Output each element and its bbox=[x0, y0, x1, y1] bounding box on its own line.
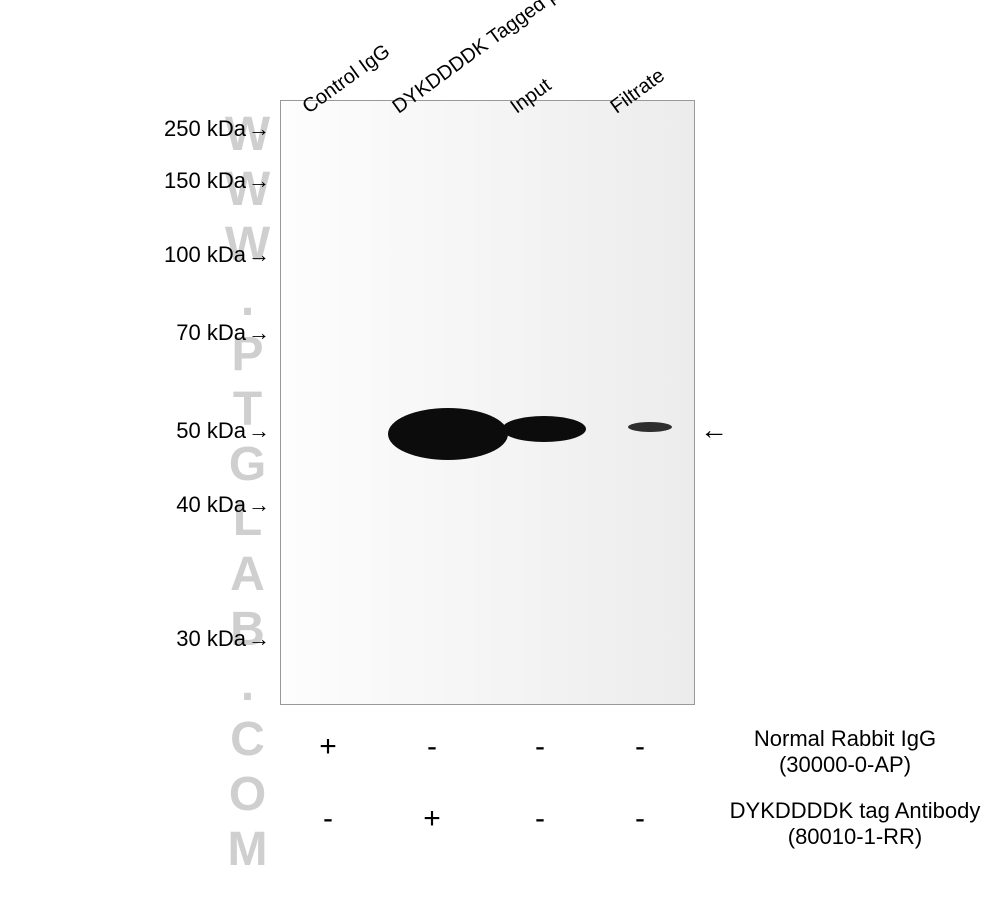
cond-r2-label-line1: DYKDDDDK tag Antibody bbox=[730, 798, 981, 823]
cond-r2-l2: + bbox=[412, 802, 452, 836]
mw-label-text: 100 kDa bbox=[164, 242, 246, 267]
cond-r1-label: Normal Rabbit IgG (30000-0-AP) bbox=[715, 726, 975, 779]
band-lane-input bbox=[502, 416, 586, 442]
cond-r2-l1: - bbox=[308, 802, 348, 836]
band-lane-dykddddk bbox=[388, 408, 508, 460]
arrow-icon: → bbox=[248, 626, 270, 652]
band-lane-filtrate bbox=[628, 422, 672, 432]
arrow-icon: → bbox=[248, 242, 270, 268]
mw-70: 70 kDa→ bbox=[130, 320, 270, 346]
cond-r2-label-line2: (80010-1-RR) bbox=[788, 824, 923, 849]
mw-30: 30 kDa→ bbox=[130, 626, 270, 652]
mw-label-text: 30 kDa bbox=[176, 626, 246, 651]
figure-canvas: WWW.PTGLAB.COM 250 kDa→ 150 kDa→ 100 kDa… bbox=[0, 0, 1000, 903]
target-band-arrow-icon: ← bbox=[700, 414, 728, 446]
cond-r1-l1: + bbox=[308, 730, 348, 764]
mw-100: 100 kDa→ bbox=[130, 242, 270, 268]
arrow-icon: → bbox=[248, 116, 270, 142]
mw-label-text: 50 kDa bbox=[176, 418, 246, 443]
cond-r2-l3: - bbox=[520, 802, 560, 836]
cond-r1-label-line1: Normal Rabbit IgG bbox=[754, 726, 936, 751]
cond-r2-l4: - bbox=[620, 802, 660, 836]
cond-r1-l3: - bbox=[520, 730, 560, 764]
mw-50: 50 kDa→ bbox=[130, 418, 270, 444]
blot-panel bbox=[280, 100, 695, 705]
mw-40: 40 kDa→ bbox=[130, 492, 270, 518]
cond-r1-label-line2: (30000-0-AP) bbox=[779, 752, 911, 777]
arrow-icon: → bbox=[248, 168, 270, 194]
mw-label-text: 250 kDa bbox=[164, 116, 246, 141]
mw-label-text: 70 kDa bbox=[176, 320, 246, 345]
mw-250: 250 kDa→ bbox=[130, 116, 270, 142]
arrow-icon: → bbox=[248, 492, 270, 518]
mw-150: 150 kDa→ bbox=[130, 168, 270, 194]
arrow-icon: → bbox=[248, 320, 270, 346]
mw-label-text: 150 kDa bbox=[164, 168, 246, 193]
cond-r1-l2: - bbox=[412, 730, 452, 764]
arrow-icon: → bbox=[248, 418, 270, 444]
cond-r1-l4: - bbox=[620, 730, 660, 764]
mw-label-text: 40 kDa bbox=[176, 492, 246, 517]
cond-r2-label: DYKDDDDK tag Antibody (80010-1-RR) bbox=[715, 798, 995, 851]
